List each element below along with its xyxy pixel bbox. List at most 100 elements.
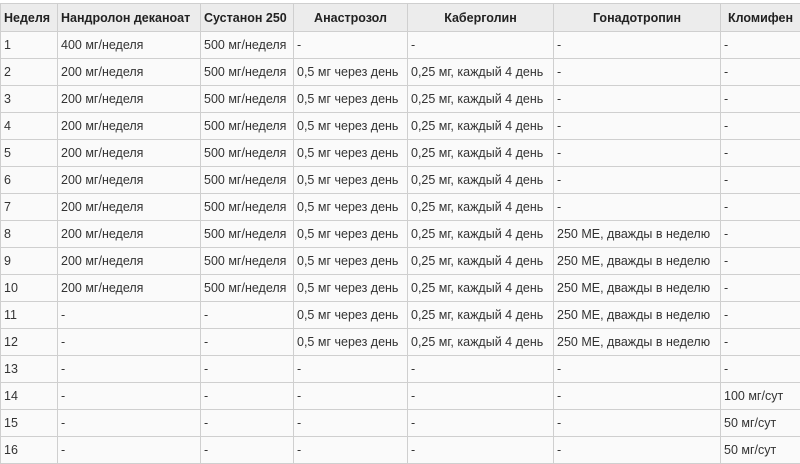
cell-sustanon: 500 мг/неделя [201,221,294,248]
cell-week: 9 [1,248,58,275]
cell-cabergoline: 0,25 мг, каждый 4 день [408,248,554,275]
cell-nandrolone: - [58,356,201,383]
cell-anastrozole: 0,5 мг через день [294,113,408,140]
cell-nandrolone: 200 мг/неделя [58,221,201,248]
cell-gonadotropin: - [554,356,721,383]
column-header-week: Неделя [1,4,58,32]
cell-sustanon: 500 мг/неделя [201,275,294,302]
cell-anastrozole: 0,5 мг через день [294,140,408,167]
cell-week: 1 [1,32,58,59]
cell-week: 10 [1,275,58,302]
cell-sustanon: 500 мг/неделя [201,113,294,140]
cell-gonadotropin: - [554,32,721,59]
cell-anastrozole: 0,5 мг через день [294,302,408,329]
cell-week: 5 [1,140,58,167]
cell-anastrozole: 0,5 мг через день [294,59,408,86]
cell-gonadotropin: - [554,383,721,410]
cell-gonadotropin: - [554,86,721,113]
cell-week: 8 [1,221,58,248]
cell-sustanon: - [201,302,294,329]
cell-gonadotropin: - [554,410,721,437]
cell-cabergoline: - [408,32,554,59]
cell-nandrolone: 200 мг/неделя [58,275,201,302]
cell-clomiphene: - [721,221,800,248]
cell-week: 13 [1,356,58,383]
cell-week: 14 [1,383,58,410]
column-header-clomiphene: Кломифен [721,4,800,32]
cell-sustanon: 500 мг/неделя [201,248,294,275]
cell-week: 2 [1,59,58,86]
table-row: 15-----50 мг/сут [1,410,800,437]
cell-clomiphene: - [721,275,800,302]
cell-sustanon: - [201,329,294,356]
cell-cabergoline: - [408,437,554,464]
cell-nandrolone: 200 мг/неделя [58,113,201,140]
column-header-cabergoline: Каберголин [408,4,554,32]
cell-week: 7 [1,194,58,221]
cell-anastrozole: 0,5 мг через день [294,194,408,221]
cell-gonadotropin: 250 МЕ, дважды в неделю [554,221,721,248]
table-row: 14-----100 мг/сут [1,383,800,410]
cell-nandrolone: 200 мг/неделя [58,86,201,113]
cell-cabergoline: 0,25 мг, каждый 4 день [408,194,554,221]
cell-sustanon: - [201,410,294,437]
cell-nandrolone: 200 мг/неделя [58,140,201,167]
cell-cabergoline: 0,25 мг, каждый 4 день [408,86,554,113]
cell-nandrolone: - [58,437,201,464]
cell-nandrolone: - [58,329,201,356]
cell-sustanon: 500 мг/неделя [201,140,294,167]
cell-anastrozole: 0,5 мг через день [294,275,408,302]
cell-cabergoline: 0,25 мг, каждый 4 день [408,329,554,356]
cell-anastrozole: 0,5 мг через день [294,329,408,356]
cell-sustanon: - [201,437,294,464]
column-header-nandrolone: Нандролон деканоат [58,4,201,32]
cell-clomiphene: - [721,167,800,194]
cell-cabergoline: - [408,410,554,437]
cell-clomiphene: - [721,302,800,329]
table-row: 13------ [1,356,800,383]
cell-cabergoline: 0,25 мг, каждый 4 день [408,167,554,194]
cell-gonadotropin: - [554,167,721,194]
column-header-anastrozole: Анастрозол [294,4,408,32]
cell-anastrozole: 0,5 мг через день [294,167,408,194]
cell-cabergoline: 0,25 мг, каждый 4 день [408,221,554,248]
cell-week: 11 [1,302,58,329]
cell-clomiphene: - [721,140,800,167]
cell-clomiphene: - [721,248,800,275]
cell-sustanon: - [201,356,294,383]
cell-nandrolone: 200 мг/неделя [58,59,201,86]
cell-anastrozole: - [294,356,408,383]
cell-nandrolone: 200 мг/неделя [58,167,201,194]
cell-clomiphene: - [721,194,800,221]
cell-gonadotropin: 250 МЕ, дважды в неделю [554,248,721,275]
cell-clomiphene: 100 мг/сут [721,383,800,410]
cell-sustanon: 500 мг/неделя [201,86,294,113]
cell-gonadotropin: - [554,437,721,464]
column-header-gonadotropin: Гонадотропин [554,4,721,32]
cell-cabergoline: - [408,356,554,383]
cell-nandrolone: - [58,383,201,410]
cell-anastrozole: 0,5 мг через день [294,221,408,248]
cell-anastrozole: - [294,437,408,464]
cell-gonadotropin: 250 МЕ, дважды в неделю [554,302,721,329]
cell-week: 16 [1,437,58,464]
cell-anastrozole: - [294,32,408,59]
cell-cabergoline: 0,25 мг, каждый 4 день [408,275,554,302]
cell-nandrolone: - [58,410,201,437]
cell-nandrolone: 200 мг/неделя [58,248,201,275]
cell-sustanon: - [201,383,294,410]
cell-nandrolone: - [58,302,201,329]
cell-clomiphene: - [721,86,800,113]
cell-gonadotropin: - [554,113,721,140]
cell-clomiphene: - [721,356,800,383]
cell-anastrozole: 0,5 мг через день [294,86,408,113]
